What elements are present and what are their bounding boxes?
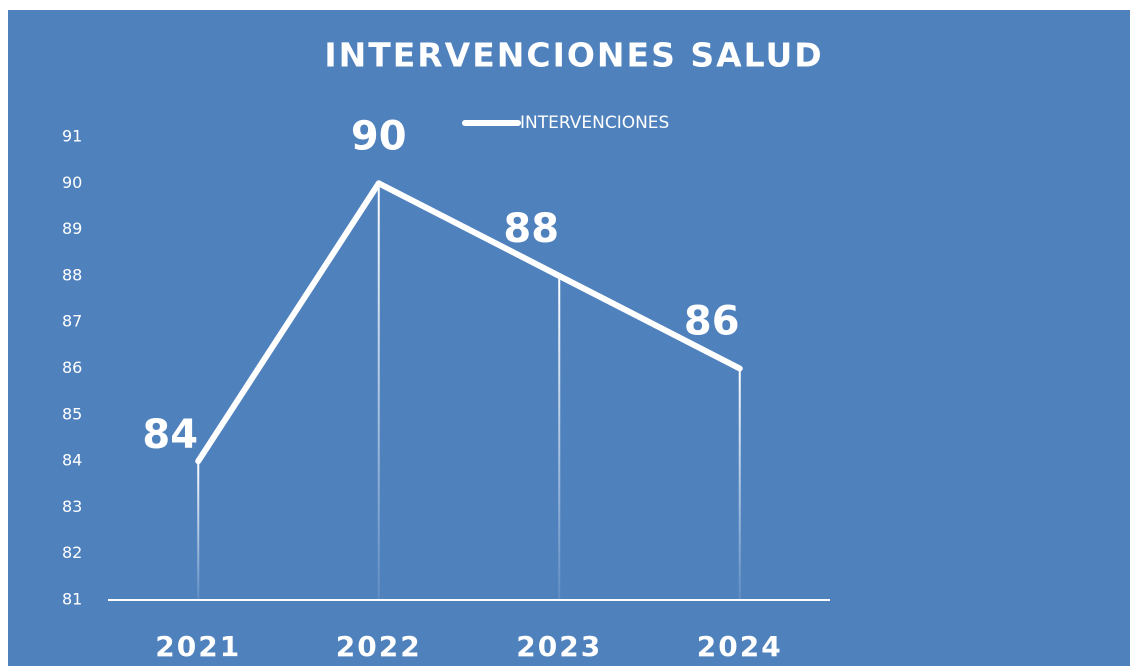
x-tick-label: 2024 bbox=[697, 630, 783, 663]
y-tick-label: 91 bbox=[62, 127, 82, 146]
drop-line bbox=[197, 461, 200, 600]
y-tick-label: 90 bbox=[62, 173, 82, 192]
chart-background bbox=[8, 10, 1130, 666]
y-tick-label: 87 bbox=[62, 312, 82, 331]
legend-label: INTERVENCIONES bbox=[520, 113, 669, 133]
y-tick-label: 84 bbox=[62, 451, 82, 470]
x-tick-label: 2021 bbox=[155, 630, 241, 663]
y-tick-label: 86 bbox=[62, 358, 82, 377]
drop-line bbox=[558, 275, 561, 600]
data-label: 86 bbox=[684, 299, 740, 345]
y-tick-label: 82 bbox=[62, 543, 82, 562]
y-tick-label: 89 bbox=[62, 219, 82, 238]
data-label: 84 bbox=[142, 412, 198, 458]
y-tick-label: 88 bbox=[62, 265, 82, 284]
chart-title: INTERVENCIONES SALUD bbox=[324, 36, 823, 75]
x-tick-label: 2022 bbox=[336, 630, 422, 663]
series-line bbox=[195, 180, 743, 465]
y-tick-label: 85 bbox=[62, 404, 82, 423]
drop-line bbox=[377, 183, 380, 601]
data-label: 88 bbox=[503, 206, 559, 252]
drop-line bbox=[738, 368, 741, 600]
data-label: 90 bbox=[351, 113, 407, 159]
y-tick-label: 83 bbox=[62, 497, 82, 516]
x-tick-label: 2023 bbox=[516, 630, 602, 663]
y-tick-label: 81 bbox=[62, 590, 82, 609]
